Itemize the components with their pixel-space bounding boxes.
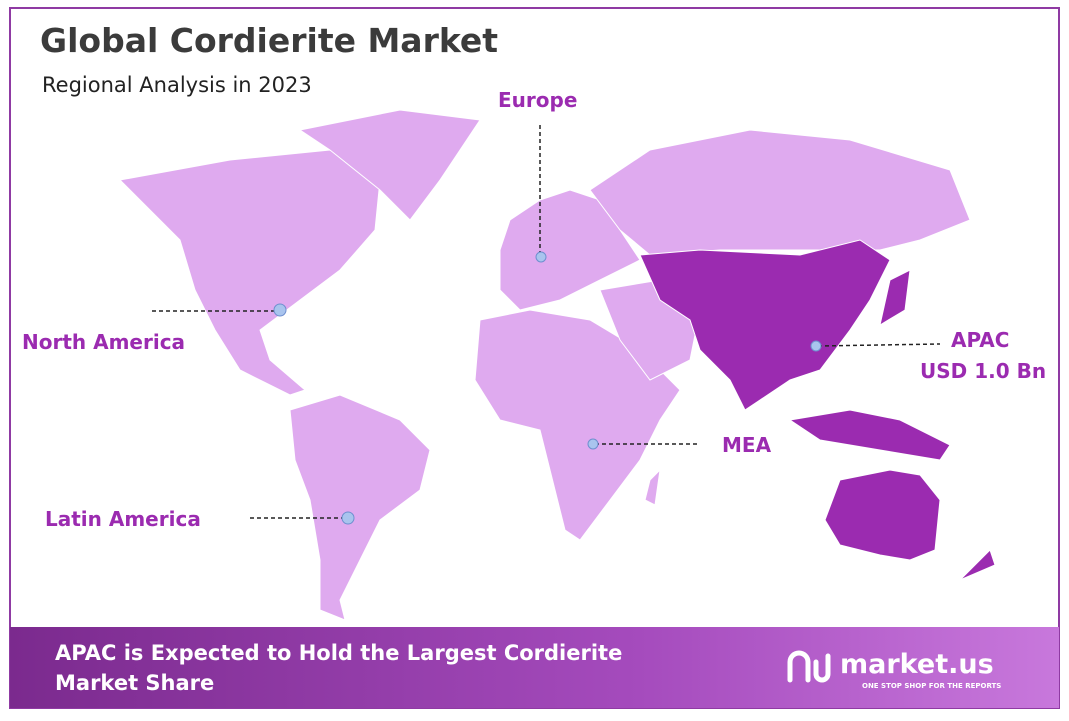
greenland bbox=[298, 109, 481, 221]
brand-tagline: ONE STOP SHOP FOR THE REPORTS bbox=[862, 682, 1001, 690]
leader-line bbox=[817, 343, 941, 347]
marker bbox=[587, 438, 599, 450]
marker bbox=[810, 340, 822, 352]
japan bbox=[879, 269, 911, 327]
footer-band bbox=[10, 627, 1059, 708]
footer-text: APAC is Expected to Hold the Largest Cor… bbox=[55, 641, 622, 665]
footer-text: Market Share bbox=[55, 671, 214, 695]
madagascar bbox=[644, 468, 661, 506]
south-america bbox=[289, 394, 431, 621]
brand-name: market.us bbox=[840, 649, 994, 680]
asia-pacific bbox=[639, 239, 891, 411]
new-zealand bbox=[959, 549, 996, 581]
title: Global Cordierite Market bbox=[40, 21, 498, 60]
australia bbox=[824, 469, 941, 561]
region-label: Europe bbox=[498, 88, 577, 112]
indonesia bbox=[788, 409, 951, 461]
marker bbox=[535, 251, 547, 263]
region-label: APAC bbox=[951, 328, 1009, 352]
region-label: Latin America bbox=[45, 507, 201, 531]
marker bbox=[273, 303, 287, 317]
region-label: North America bbox=[22, 330, 185, 354]
region-label: MEA bbox=[722, 433, 772, 457]
subtitle: Regional Analysis in 2023 bbox=[42, 73, 312, 97]
marker bbox=[341, 511, 355, 525]
europe bbox=[499, 189, 641, 311]
leader-lines bbox=[152, 125, 941, 519]
world-map bbox=[118, 109, 996, 621]
brand-logo bbox=[787, 650, 831, 683]
region-value: USD 1.0 Bn bbox=[920, 359, 1046, 383]
africa bbox=[474, 309, 681, 541]
